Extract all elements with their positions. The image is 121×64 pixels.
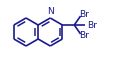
Text: N: N [47, 7, 54, 17]
Text: Br: Br [79, 10, 89, 19]
Text: Br: Br [79, 31, 89, 40]
Text: Br: Br [87, 20, 97, 30]
